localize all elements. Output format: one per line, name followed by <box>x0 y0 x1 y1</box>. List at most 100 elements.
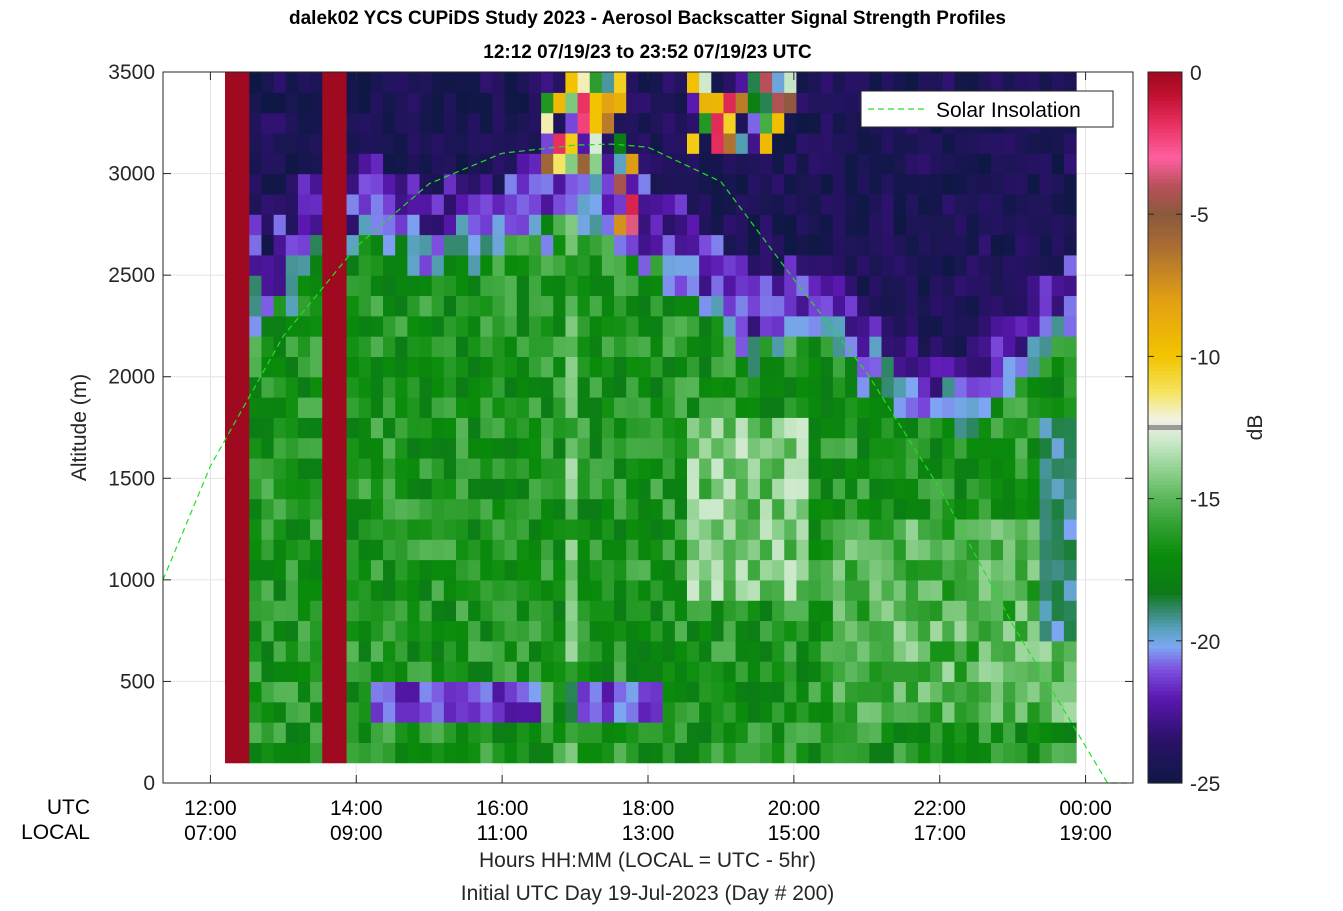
heatmap-cell <box>334 640 348 662</box>
heatmap-cell <box>966 315 980 337</box>
heatmap-cell <box>261 457 275 479</box>
heatmap-cell <box>881 661 895 683</box>
heatmap-cell <box>893 661 907 683</box>
heatmap-cell <box>577 275 591 297</box>
heatmap-cell <box>297 193 311 215</box>
heatmap-cell <box>224 193 238 215</box>
heatmap-cell <box>735 579 749 601</box>
heatmap-cell <box>370 295 384 317</box>
heatmap-cell <box>358 539 372 561</box>
heatmap-cell <box>577 498 591 520</box>
heatmap-cell <box>626 417 639 439</box>
heatmap-cell <box>820 132 834 154</box>
heatmap-cell <box>869 336 883 357</box>
colorbar-segment <box>1148 313 1182 318</box>
heatmap-cell <box>735 417 749 439</box>
heatmap-cell <box>869 722 883 743</box>
heatmap-cell <box>747 275 761 297</box>
heatmap-cell <box>650 315 664 337</box>
heatmap-cell <box>650 600 664 622</box>
heatmap-cell <box>614 92 627 114</box>
heatmap-cell <box>1051 193 1065 215</box>
heatmap-cell <box>723 112 737 134</box>
heatmap-cell <box>711 417 725 439</box>
heatmap-cell <box>504 640 518 662</box>
heatmap-cell <box>686 193 700 215</box>
heatmap-cell <box>285 539 299 561</box>
heatmap-cell <box>772 295 785 317</box>
heatmap-cell <box>820 518 834 540</box>
heatmap-cell <box>784 722 798 743</box>
heatmap-cell <box>322 132 336 154</box>
heatmap-cell <box>261 295 275 317</box>
heatmap-cell <box>1039 417 1053 439</box>
heatmap-cell <box>553 640 567 662</box>
heatmap-cell <box>443 457 457 479</box>
heatmap-cell <box>297 681 311 703</box>
heatmap-cell <box>589 620 603 642</box>
heatmap-cell <box>249 417 263 439</box>
heatmap-cell <box>407 742 421 764</box>
heatmap-cell <box>443 417 457 439</box>
heatmap-cell <box>1027 254 1041 276</box>
heatmap-cell <box>784 661 798 683</box>
heatmap-cell <box>917 742 931 764</box>
heatmap-cell <box>407 92 421 114</box>
heatmap-cell <box>772 397 785 418</box>
heatmap-cell <box>881 315 895 337</box>
heatmap-cell <box>249 315 263 337</box>
heatmap-cell <box>528 153 542 175</box>
heatmap-cell <box>832 518 846 540</box>
heatmap-cell <box>784 214 798 236</box>
heatmap-cell <box>1051 214 1065 236</box>
heatmap-cell <box>869 559 883 581</box>
heatmap-cell <box>845 640 858 662</box>
heatmap-cell <box>845 295 858 317</box>
heatmap-cell <box>261 539 275 561</box>
heatmap-cell <box>1039 214 1053 236</box>
heatmap-cell <box>224 661 238 683</box>
heatmap-cell <box>480 275 494 297</box>
heatmap-cell <box>565 336 579 357</box>
heatmap-cell <box>893 620 907 642</box>
heatmap-cell <box>614 579 627 601</box>
heatmap-cell <box>869 518 883 540</box>
heatmap-cell <box>954 234 968 256</box>
heatmap-cell <box>917 417 931 439</box>
heatmap-cell <box>820 153 834 175</box>
heatmap-cell <box>1003 640 1016 662</box>
heatmap-cell <box>443 72 457 93</box>
heatmap-cell <box>492 112 506 134</box>
heatmap-cell <box>723 336 737 357</box>
heatmap-cell <box>784 275 798 297</box>
heatmap-cell <box>686 722 700 743</box>
heatmap-cell <box>832 92 846 114</box>
heatmap-cell <box>832 701 846 723</box>
heatmap-cell <box>528 132 542 154</box>
heatmap-cell <box>431 681 445 703</box>
heatmap-cell <box>674 234 688 256</box>
heatmap-cell <box>638 681 652 703</box>
heatmap-cell <box>735 214 749 236</box>
heatmap-cell <box>541 397 554 418</box>
heatmap-cell <box>249 539 263 561</box>
heatmap-cell <box>601 518 615 540</box>
heatmap-cell <box>516 437 530 459</box>
x-axis-label: Hours HH:MM (LOCAL = UTC - 5hr) <box>478 849 816 872</box>
heatmap-cell <box>747 92 761 114</box>
heatmap-cell <box>784 173 798 195</box>
heatmap-cell <box>845 376 858 398</box>
heatmap-cell <box>480 214 494 236</box>
heatmap-cell <box>273 234 287 256</box>
heatmap-cell <box>832 376 846 398</box>
heatmap-cell <box>893 254 907 276</box>
heatmap-cell <box>419 518 433 540</box>
heatmap-cell <box>261 315 275 337</box>
heatmap-cell <box>857 254 870 276</box>
heatmap-cell <box>905 640 919 662</box>
heatmap-cell <box>893 397 907 418</box>
heatmap-cell <box>407 234 421 256</box>
heatmap-cell <box>1015 722 1029 743</box>
heatmap-cell <box>674 722 688 743</box>
heatmap-cell <box>249 701 263 723</box>
